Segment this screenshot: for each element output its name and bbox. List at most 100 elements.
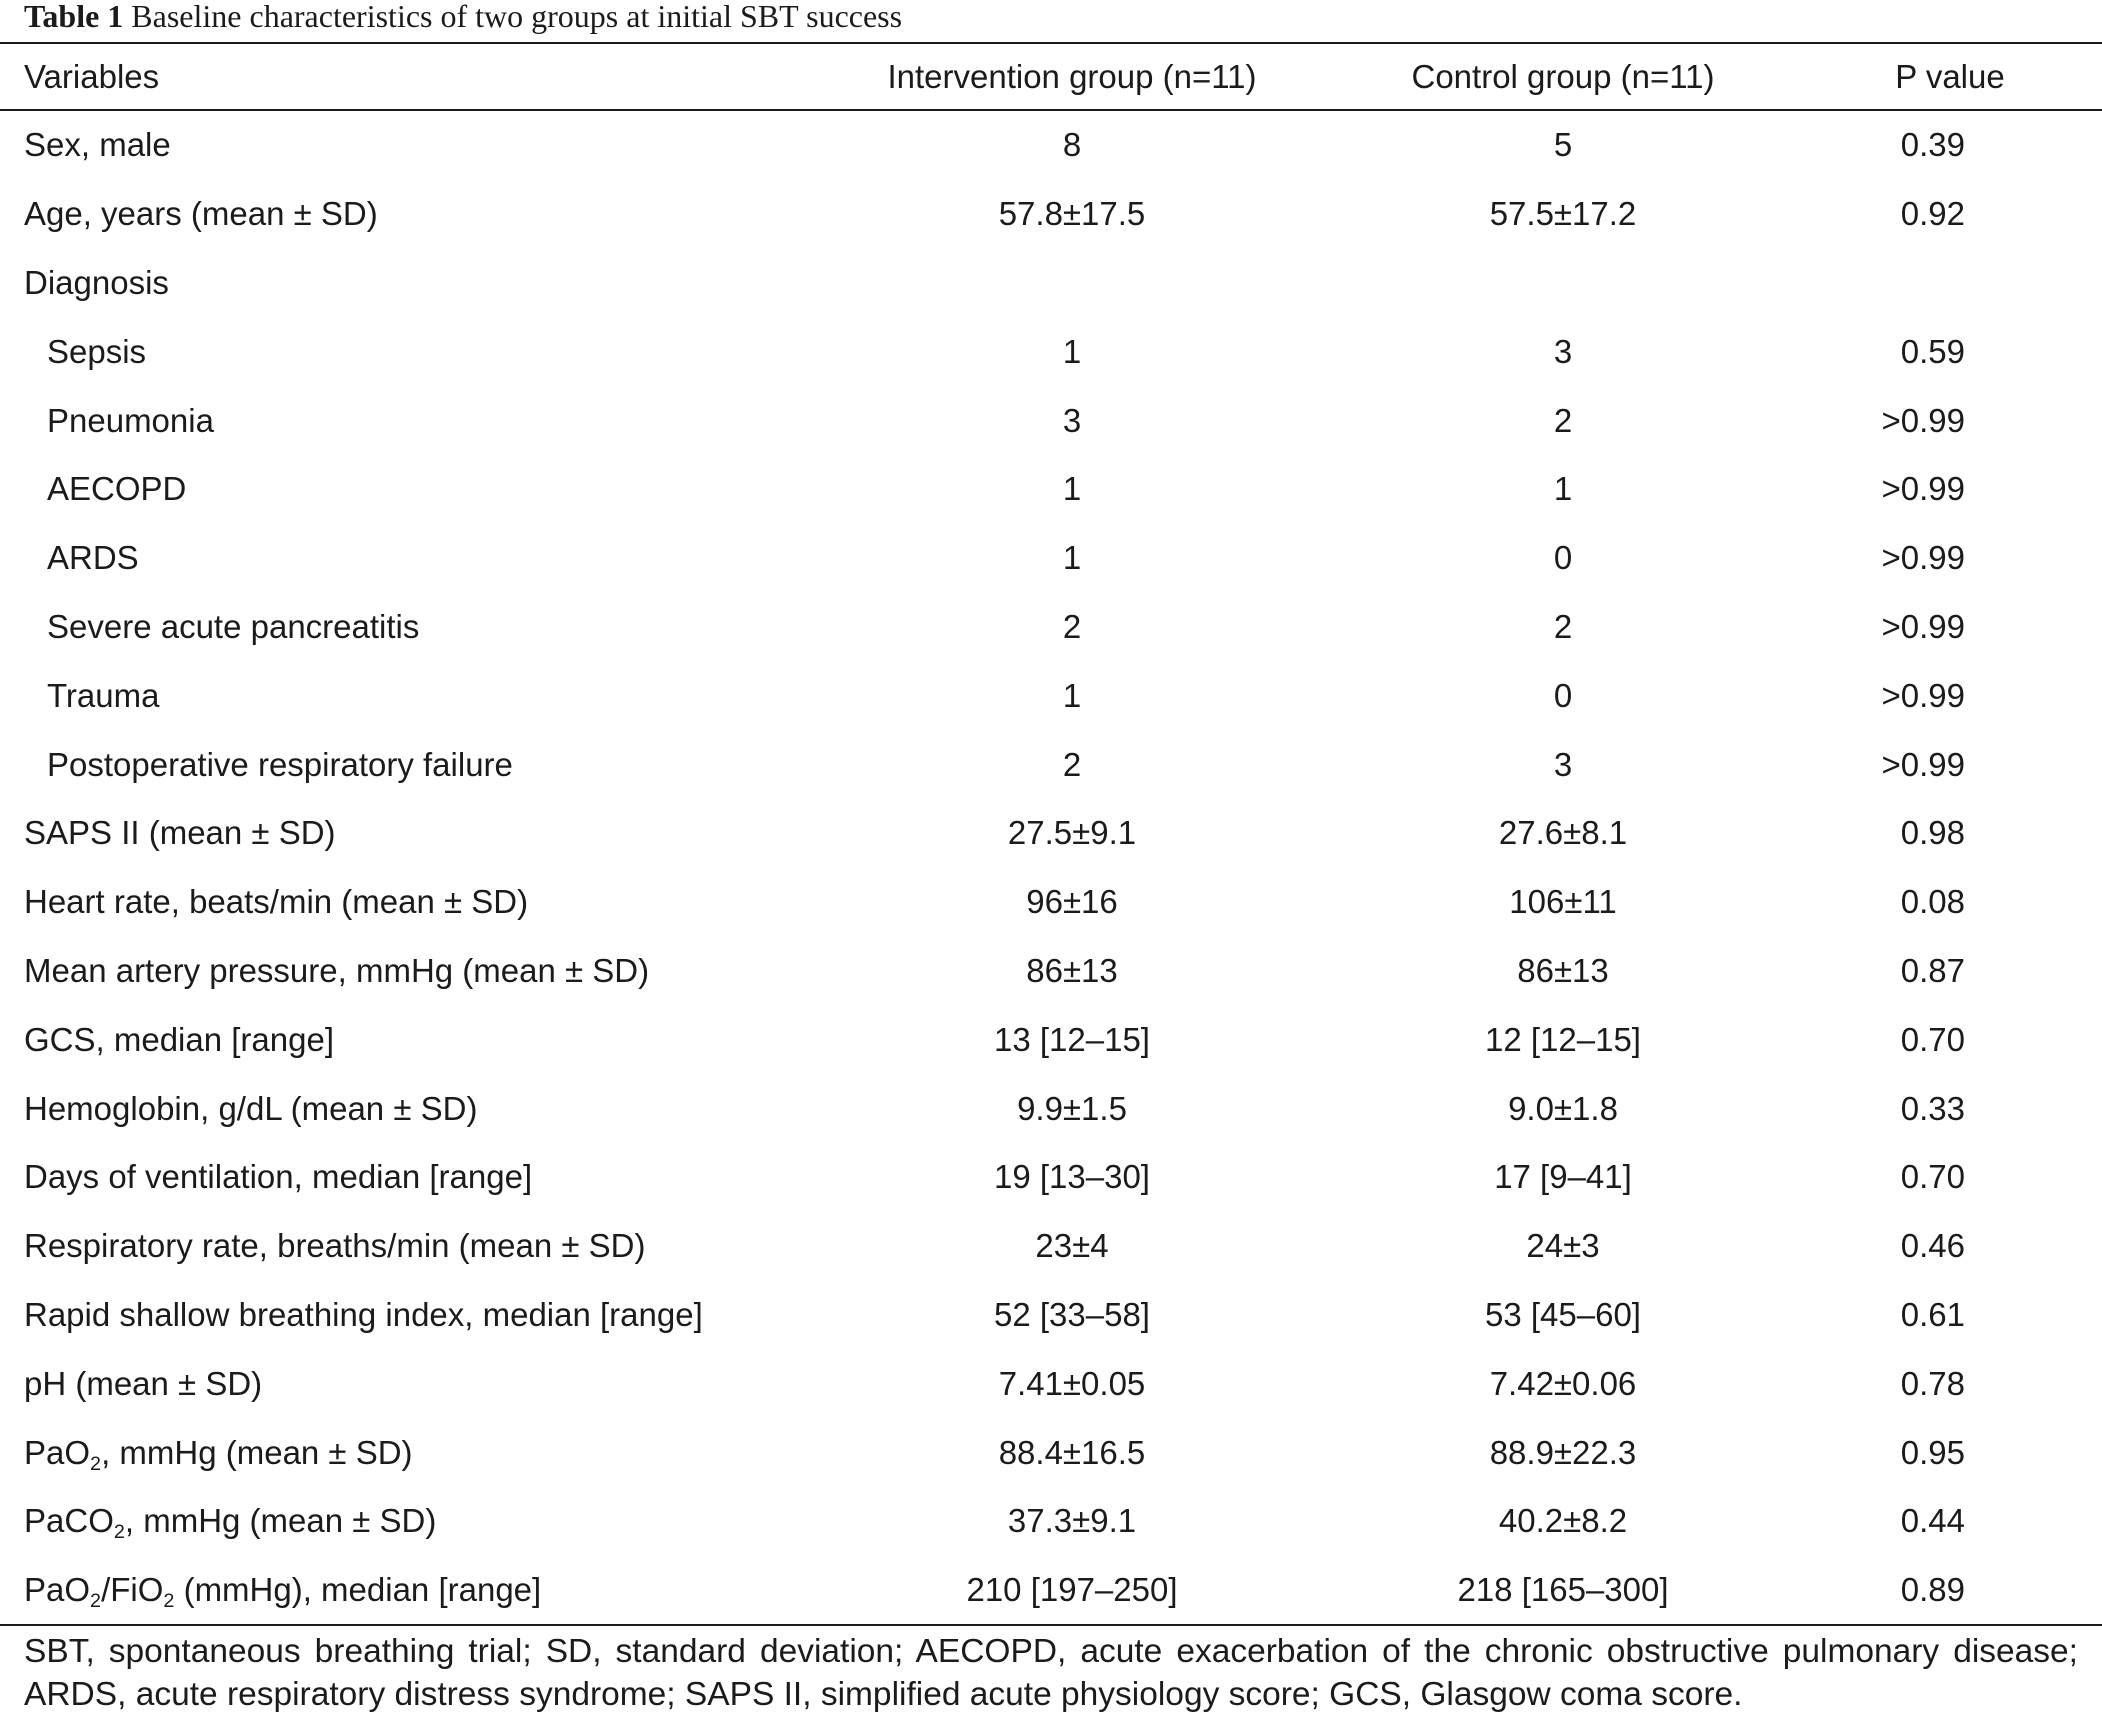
p-value: 0.61 xyxy=(1900,1295,1965,1333)
p-value: 0.87 xyxy=(1900,951,1965,989)
table-title: Table 1 Baseline characteristics of two g… xyxy=(24,0,902,33)
subscript: 2 xyxy=(90,1590,102,1613)
intervention-value: 1 xyxy=(1062,332,1082,370)
table-row: Rapid shallow breathing index, median [r… xyxy=(0,1281,2102,1350)
intervention-value: 19 [13–30] xyxy=(994,1158,1150,1196)
row-label: pH (mean ± SD) xyxy=(24,1364,263,1402)
label-segment: PaCO xyxy=(24,1502,114,1540)
label-segment: , mmHg (mean ± SD) xyxy=(124,1502,437,1540)
control-value: 7.42±0.06 xyxy=(1489,1364,1637,1402)
label-segment: PaO xyxy=(24,1433,91,1471)
table-row: Sex, male 8 5 0.39 xyxy=(0,111,2102,180)
control-value: 106±11 xyxy=(1509,883,1617,921)
control-value: 5 xyxy=(1553,126,1573,164)
column-header-intervention: Intervention group (n=11) xyxy=(887,57,1257,95)
subscript: 2 xyxy=(90,1452,102,1475)
table-caption: Baseline characteristics of two groups a… xyxy=(131,0,903,34)
control-value: 0 xyxy=(1553,539,1573,577)
table-row: AECOPD 1 1 >0.99 xyxy=(0,455,2102,524)
table-footnote: SBT, spontaneous breathing trial; SD, st… xyxy=(24,1633,2078,1713)
table-row: Postoperative respiratory failure 2 3 >0.99 xyxy=(0,730,2102,799)
control-value: 0 xyxy=(1553,676,1573,714)
column-header-p-value: P value xyxy=(1895,57,2005,95)
table-row: pH (mean ± SD) 7.41±0.05 7.42±0.06 0.78 xyxy=(0,1349,2102,1418)
table-row: SAPS II (mean ± SD) 27.5±9.1 27.6±8.1 0.98 xyxy=(0,799,2102,868)
control-value: 2 xyxy=(1553,607,1573,645)
p-value: 0.89 xyxy=(1900,1571,1965,1609)
table-row: Severe acute pancreatitis 2 2 >0.99 xyxy=(0,593,2102,662)
intervention-value: 37.3±9.1 xyxy=(1007,1502,1137,1540)
p-value: 0.59 xyxy=(1900,332,1965,370)
p-value: >0.99 xyxy=(1881,539,1966,577)
table-row: Sepsis 1 3 0.59 xyxy=(0,317,2102,386)
control-value: 86±13 xyxy=(1517,951,1609,989)
top-rule xyxy=(0,42,2102,44)
p-value: >0.99 xyxy=(1881,470,1966,508)
p-value: >0.99 xyxy=(1881,676,1966,714)
intervention-value: 88.4±16.5 xyxy=(998,1433,1146,1471)
p-value: 0.92 xyxy=(1900,195,1965,233)
intervention-value: 1 xyxy=(1062,676,1082,714)
table-row: Pneumonia 3 2 >0.99 xyxy=(0,386,2102,455)
control-value: 24±3 xyxy=(1526,1227,1600,1265)
row-label: Days of ventilation, median [range] xyxy=(24,1158,533,1196)
p-value: 0.44 xyxy=(1900,1502,1965,1540)
table-row: Days of ventilation, median [range] 19 [1… xyxy=(0,1143,2102,1212)
control-value: 3 xyxy=(1553,745,1573,783)
label-segment: (mmHg), median [range] xyxy=(174,1571,542,1609)
table-row: Heart rate, beats/min (mean ± SD) 96±16 10… xyxy=(0,868,2102,937)
table-row: GCS, median [range] 13 [12–15] 12 [12–15] 0… xyxy=(0,1005,2102,1074)
control-value: 218 [165–300] xyxy=(1457,1571,1669,1609)
p-value: >0.99 xyxy=(1881,745,1966,783)
p-value: 0.70 xyxy=(1900,1158,1965,1196)
p-value: 0.39 xyxy=(1900,126,1965,164)
label-segment: , mmHg (mean ± SD) xyxy=(101,1433,413,1471)
control-value: 53 [45–60] xyxy=(1485,1295,1641,1333)
row-label: Severe acute pancreatitis xyxy=(47,607,420,645)
intervention-value: 3 xyxy=(1062,401,1082,439)
row-label: PaO2/FiO2 (mmHg), median [range] xyxy=(0,1571,840,1613)
intervention-value: 1 xyxy=(1062,470,1082,508)
row-label: Sepsis xyxy=(47,332,147,370)
row-label: Pneumonia xyxy=(47,401,214,439)
control-value: 2 xyxy=(1553,401,1573,439)
p-value: >0.99 xyxy=(1881,607,1966,645)
table-row: Respiratory rate, breaths/min (mean ± SD… xyxy=(0,1212,2102,1281)
bottom-rule xyxy=(0,1624,2102,1626)
intervention-value: 2 xyxy=(1062,607,1082,645)
row-label: Mean artery pressure, mmHg (mean ± SD) xyxy=(24,951,650,989)
intervention-value: 8 xyxy=(1062,126,1082,164)
intervention-value: 57.8±17.5 xyxy=(998,195,1146,233)
row-label: Rapid shallow breathing index, median [r… xyxy=(24,1295,703,1333)
control-value: 27.6±8.1 xyxy=(1498,814,1628,852)
column-header-control: Control group (n=11) xyxy=(1411,57,1715,95)
p-value: 0.78 xyxy=(1900,1364,1965,1402)
row-label: Sex, male xyxy=(24,126,171,164)
control-value: 57.5±17.2 xyxy=(1489,195,1637,233)
row-label: Heart rate, beats/min (mean ± SD) xyxy=(24,883,529,921)
row-label: Hemoglobin, g/dL (mean ± SD) xyxy=(24,1089,478,1127)
control-value: 3 xyxy=(1553,332,1573,370)
row-label: ARDS xyxy=(47,539,139,577)
row-label: SAPS II (mean ± SD) xyxy=(24,814,336,852)
table-row: PaO2/FiO2 (mmHg), median [range] 210 [197… xyxy=(0,1556,2102,1625)
intervention-value: 52 [33–58] xyxy=(994,1295,1150,1333)
row-label: PaCO2, mmHg (mean ± SD) xyxy=(0,1502,840,1542)
row-label: Age, years (mean ± SD) xyxy=(24,195,378,233)
table-number: Table 1 xyxy=(24,0,124,34)
control-value: 1 xyxy=(1553,470,1573,508)
table-row: Trauma 1 0 >0.99 xyxy=(0,661,2102,730)
row-label: Respiratory rate, breaths/min (mean ± SD… xyxy=(24,1227,646,1265)
control-value: 12 [12–15] xyxy=(1485,1020,1641,1058)
table-row: PaCO2, mmHg (mean ± SD) 37.3±9.1 40.2±8.2 0… xyxy=(0,1487,2102,1556)
control-value: 40.2±8.2 xyxy=(1498,1502,1628,1540)
column-header-variables: Variables xyxy=(24,57,160,95)
row-label: GCS, median [range] xyxy=(24,1020,334,1058)
row-label: Trauma xyxy=(47,676,160,714)
control-value: 88.9±22.3 xyxy=(1489,1433,1637,1471)
p-value: 0.95 xyxy=(1900,1433,1965,1471)
row-label: Diagnosis xyxy=(24,263,169,301)
table-row: Diagnosis xyxy=(0,249,2102,318)
p-value: 0.98 xyxy=(1900,814,1965,852)
